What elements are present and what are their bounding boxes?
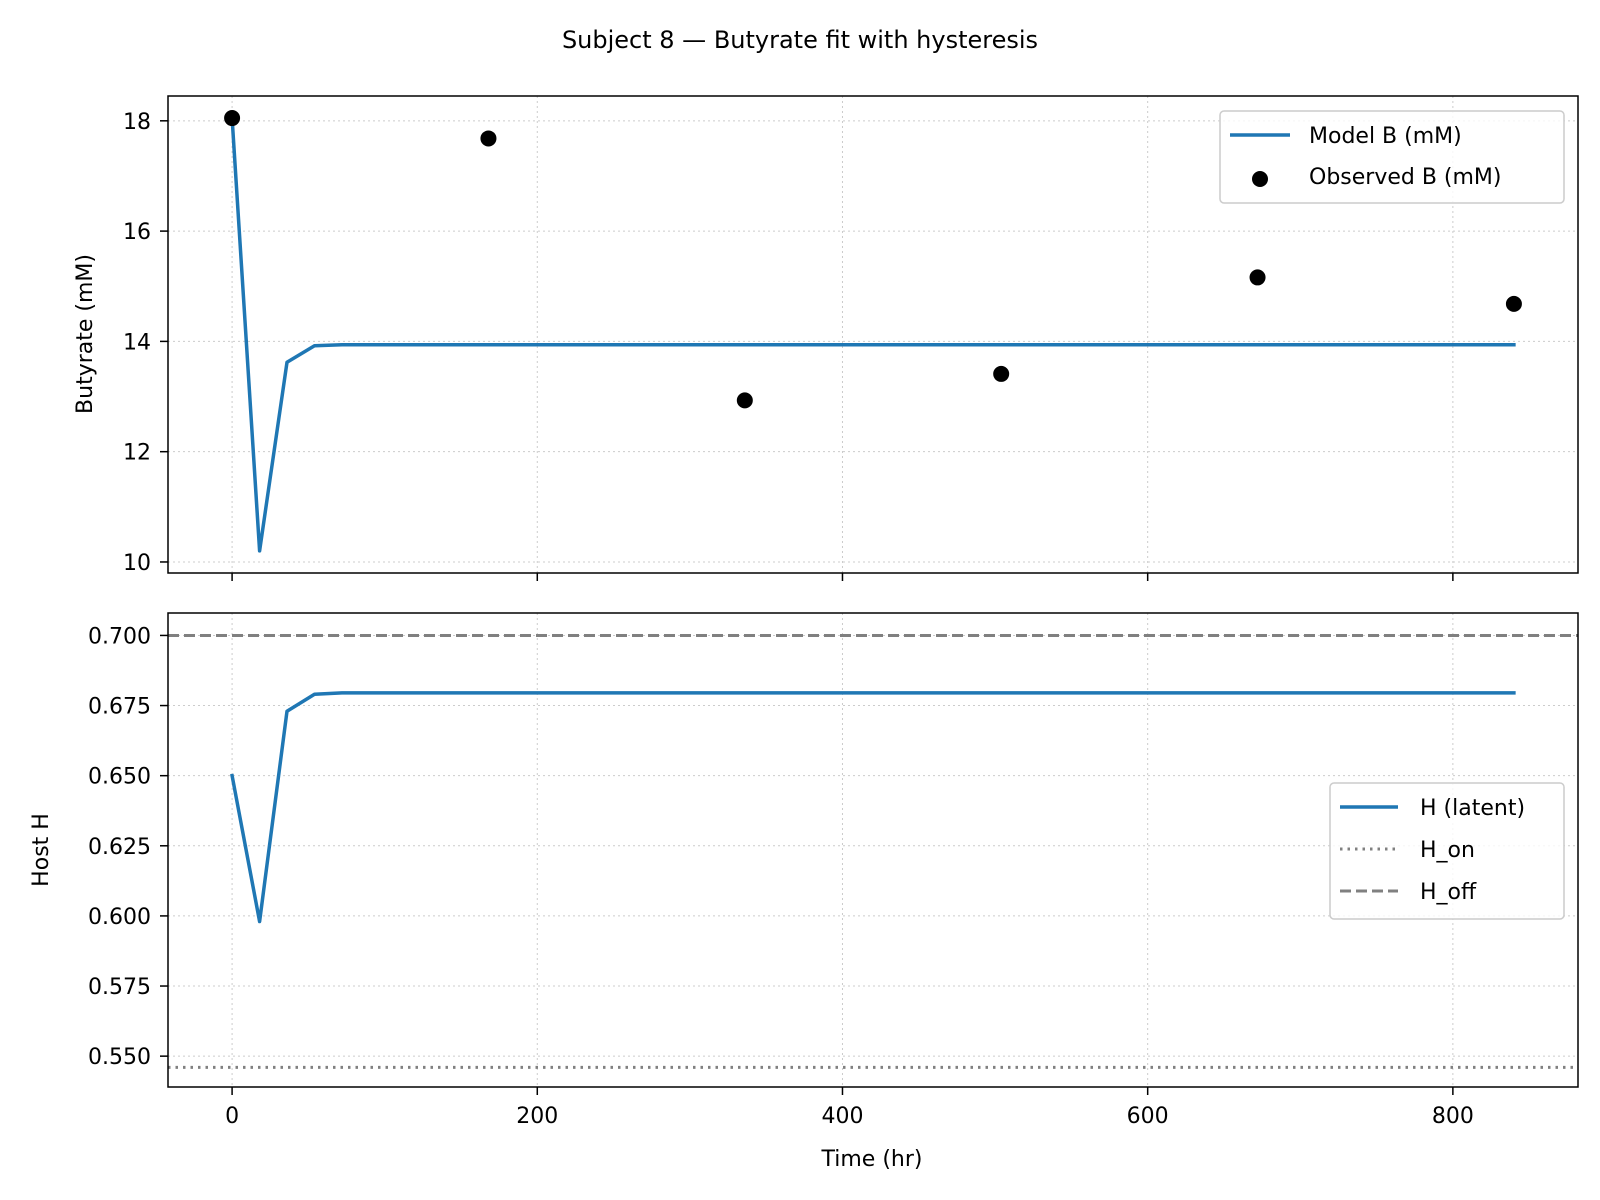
host-y-tick-label: 0.575 <box>88 975 151 1000</box>
host-legend: H (latent) H_on H_off <box>1329 782 1565 920</box>
observed-point <box>736 392 753 409</box>
legend-observed-swatch <box>1252 171 1268 187</box>
host-y-tick-label: 0.550 <box>88 1045 151 1070</box>
x-tick-label: 0 <box>225 1104 239 1129</box>
host-y-ticks: 0.550 0.575 0.600 0.625 0.650 0.675 0.700 <box>88 624 168 1070</box>
host-y-tick-label: 0.600 <box>88 905 151 930</box>
legend-h-latent-label: H (latent) <box>1420 796 1525 821</box>
butyrate-grid <box>168 96 1578 573</box>
butyrate-y-tick-label: 16 <box>123 220 151 245</box>
host-legend-frame <box>1329 782 1565 920</box>
butyrate-legend-frame <box>1219 110 1565 204</box>
butyrate-model-line <box>230 116 1516 553</box>
observed-point <box>224 110 241 127</box>
legend-observed-label: Observed B (mM) <box>1309 165 1502 190</box>
x-tick-label: 600 <box>1127 1104 1169 1129</box>
butyrate-y-ticks: 10 12 14 16 18 <box>123 110 168 576</box>
butyrate-axes-frame <box>167 95 1579 574</box>
host-y-tick-label: 0.650 <box>88 765 151 790</box>
butyrate-y-axis-label: Butyrate (mM) <box>73 254 98 414</box>
observed-point <box>1249 269 1266 286</box>
x-tick-label: 800 <box>1432 1104 1474 1129</box>
x-tick-label: 200 <box>516 1104 558 1129</box>
butyrate-legend: Model B (mM) Observed B (mM) <box>1219 110 1565 204</box>
host-y-tick-label: 0.675 <box>88 695 151 720</box>
host-panel: 0 200 400 600 800 0.5500.5750.6000.6250.6500… <box>29 612 1579 1172</box>
observed-point <box>480 130 497 147</box>
figure-title: Subject 8 — Butyrate fit with hysteresis <box>562 26 1038 54</box>
observed-point <box>993 365 1010 382</box>
legend-model-label: Model B (mM) <box>1309 124 1462 149</box>
butyrate-x-ticks <box>231 573 1454 581</box>
x-tick-label: 400 <box>821 1104 863 1129</box>
host-y-axis-label: Host H <box>29 813 54 887</box>
host-axes-frame <box>167 612 1579 1088</box>
host-plot-area <box>168 633 1578 1069</box>
x-axis-label: Time (hr) <box>821 1147 923 1172</box>
butyrate-plot-area <box>224 110 1522 553</box>
host-y-tick-label: 0.700 <box>88 624 151 649</box>
observed-point <box>1505 295 1522 312</box>
legend-h-off-label: H_off <box>1420 880 1477 905</box>
butyrate-y-tick-label: 10 <box>123 551 151 576</box>
butyrate-panel: 10 12 14 16 18 Butyrate (mM) Model B (mM) Ob… <box>73 95 1579 581</box>
legend-h-on-label: H_on <box>1420 838 1475 863</box>
host-x-ticks: 0 200 400 600 800 <box>225 1087 1474 1129</box>
butyrate-y-tick-label: 18 <box>123 110 151 135</box>
host-model-line <box>230 691 1516 924</box>
butyrate-y-tick-label: 14 <box>123 330 151 355</box>
host-y-tick-label: 0.625 <box>88 835 151 860</box>
butyrate-y-tick-label: 12 <box>123 441 151 466</box>
